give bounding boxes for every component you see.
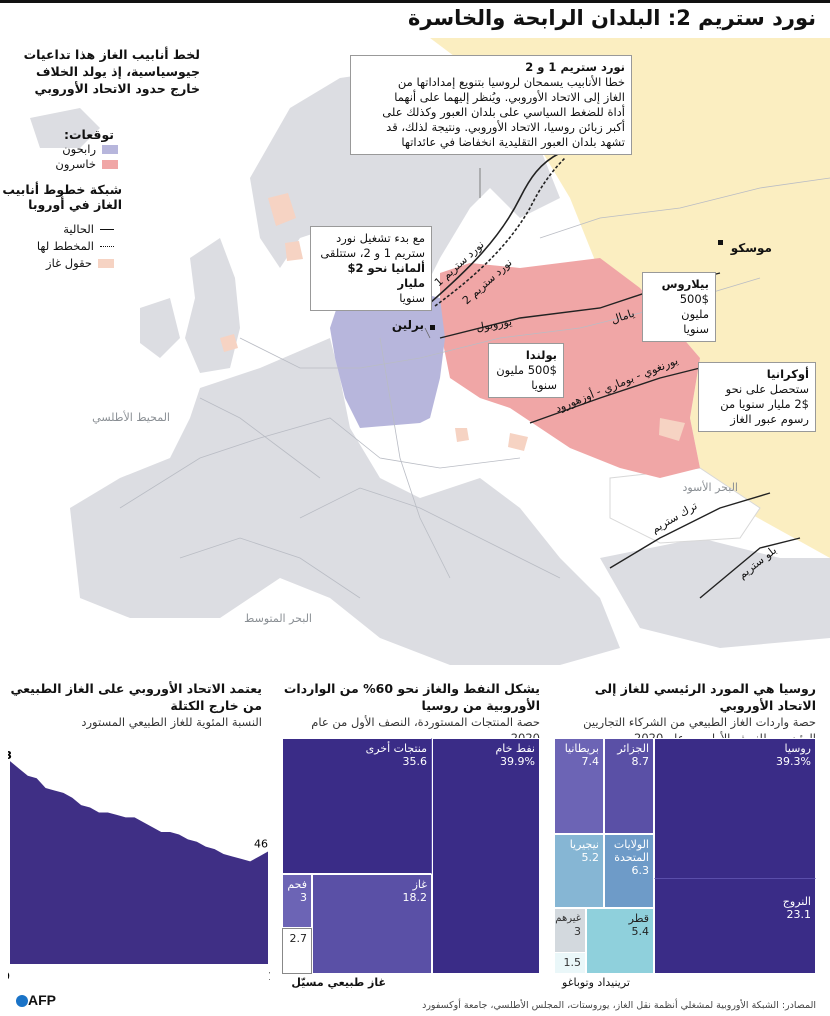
cell-qatar: قطر 5.4: [586, 908, 654, 974]
black-sea-label: البحر الأسود: [682, 481, 738, 494]
callout-nordstream: نورد ستريم 1 و 2 خطا الأنابيب يسمحان لرو…: [350, 55, 632, 155]
western-europe-region: [70, 338, 620, 665]
source-text: المصادر: الشبكة الأوروبية لمشغلي أنظمة ن…: [422, 1000, 816, 1011]
legend-forecast-title: توقعات:: [63, 127, 114, 142]
ireland-region: [140, 298, 180, 358]
lng-label: غاز طبيعي مسيّل: [291, 976, 386, 989]
cell-lng: 2.7: [282, 928, 312, 974]
germany-region: [330, 288, 445, 428]
callout-germany: مع بدء تشغيل نورد ستريم 1 و 2، ستتلقى أل…: [310, 226, 432, 311]
cell-usa: الولايات المتحدة 6.3: [604, 834, 654, 908]
cell-algeria: الجزائر 8.7: [604, 738, 654, 834]
panel-suppliers-header: روسيا هي المورد الرئيسي للغاز إلى الاتحا…: [583, 681, 816, 745]
cell-gas: غاز 18.2: [312, 874, 432, 974]
transit-countries-region: [440, 258, 700, 478]
dependence-chart: 83 46 2019 1990: [8, 749, 270, 983]
callout-poland: بولندا 500$ مليون سنويا: [488, 343, 564, 398]
cell-uk: بريطانيا 7.4: [554, 738, 604, 834]
gasfields: [220, 193, 685, 451]
urengoy-line: [529, 362, 721, 424]
nordstream-1-line: [429, 152, 561, 304]
mediterranean-label: البحر المتوسط: [244, 612, 312, 625]
trinidad-label: ترينيداد وتوباغو: [562, 976, 630, 989]
legend-losers: خاسرون: [55, 157, 118, 171]
legend-planned: المخطط لها: [37, 239, 114, 253]
page-title: نورد ستريم 2: البلدان الرابحة والخاسرة: [408, 6, 816, 30]
cell-nigeria: نيجيريا 5.2: [554, 834, 604, 908]
iceland-region: [30, 108, 100, 148]
panel-dependence-header: يعتمد الاتحاد الأوروبي على الغاز الطبيعي…: [10, 681, 262, 729]
bluestream-line: [699, 537, 801, 599]
legend-winners: رابحون: [62, 142, 118, 156]
legend-gasfields: حقول غاز: [46, 256, 114, 270]
cell-other-products: منتجات أخرى 35.6: [282, 738, 432, 874]
top-rule: [0, 0, 830, 3]
afp-logo: AFP: [14, 992, 56, 1008]
panel-suppliers-treemap: روسيا 39.3% النروج 23.1 الجزائر 8.7 بريطاني…: [554, 738, 816, 974]
legend-current: الحالية: [63, 222, 114, 236]
cell-trinidad: 1.5: [554, 952, 586, 974]
callout-ukraine: أوكرانيا ستحصل على نحو 2$ مليار سنويا من…: [698, 362, 816, 432]
xlabel-2019: 2019: [8, 970, 10, 983]
cell-coal: فحم 3: [282, 874, 312, 928]
label-46: 46: [254, 838, 268, 851]
turkstream-line: [609, 492, 771, 569]
panel-products-treemap: نفط خام 39.9% منتجات أخرى 35.6 غاز 18.2 فحم…: [282, 738, 540, 974]
turkey-region: [600, 538, 830, 648]
berlin-label: برلين: [391, 318, 424, 332]
intro-text: لخط أنابيب الغاز هذا تداعيات جيوسياسية، …: [23, 47, 200, 96]
berlin-dot: [430, 325, 435, 330]
moscow-label: موسكو: [730, 241, 772, 255]
moscow-dot: [718, 240, 723, 245]
dependence-area: [10, 761, 268, 964]
panel-products-header: يشكل النفط والغاز نحو 60% من الواردات ال…: [283, 681, 540, 745]
atlantic-label: المحيط الأطلسي: [92, 411, 170, 424]
label-83: 83: [8, 749, 12, 762]
cell-norway: النروج 23.1: [654, 878, 816, 974]
nordstream-2-line: [434, 157, 566, 307]
cell-crude: نفط خام 39.9%: [432, 738, 540, 974]
callout-belarus: بيلاروس 500$ مليون سنويا: [642, 272, 716, 342]
legend-network-title: شبكة خطوط أنابيب الغاز في أوروبا: [2, 182, 122, 212]
xlabel-1990: 1990: [268, 970, 270, 983]
